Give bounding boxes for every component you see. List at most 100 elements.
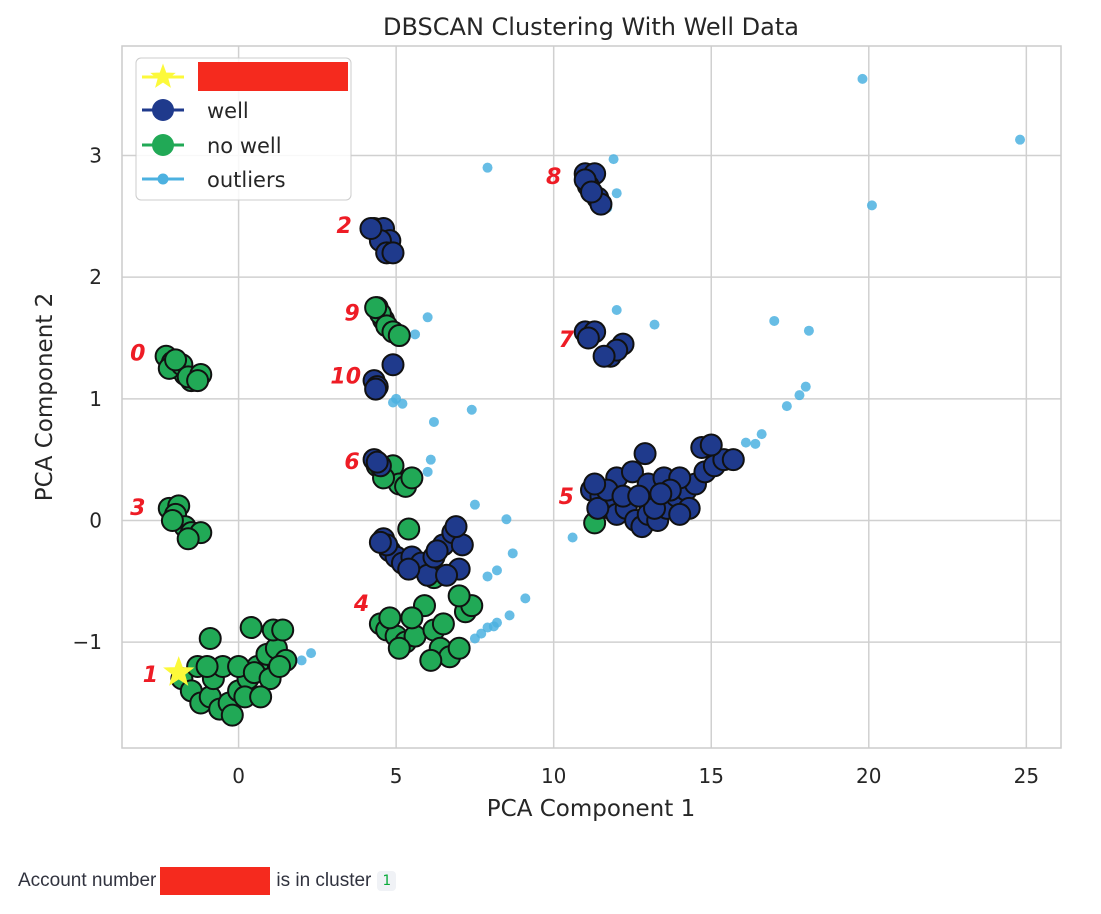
outlier-point [466,404,477,415]
x-tick-label: 5 [390,764,403,788]
cluster-label: 0 [130,342,145,367]
x-axis-label: PCA Component 1 [487,796,695,822]
cluster-label: 7 [559,328,575,353]
x-tick-label: 10 [541,764,566,788]
legend-star-icon [150,63,176,88]
legend-well-label: well [207,99,249,123]
x-tick-label: 0 [232,764,245,788]
well-point [580,180,603,204]
well-point [381,353,405,377]
cluster-series [154,162,745,727]
outlier-point [611,305,622,316]
no-well-point [400,466,424,490]
cluster-label: 3 [130,496,145,521]
no-well-point [186,369,210,393]
legend-no-well-label: no well [207,134,282,158]
well-point [721,448,745,472]
y-axis-label: PCA Component 2 [32,293,58,501]
well-point [649,482,673,506]
outlier-point [800,381,811,392]
no-well-point [195,654,219,678]
legend-no-well-marker [152,134,174,156]
legend-box [135,57,352,201]
well-point [425,539,449,563]
no-well-point [160,508,184,532]
outlier-point [866,200,877,211]
cluster-label: 10 [330,365,361,390]
outlier-point [469,633,480,644]
well-point [364,377,388,401]
no-well-point [387,636,411,660]
outlier-point [422,466,433,477]
y-tick-label: 3 [89,143,102,167]
no-well-point [447,584,471,608]
outlier-point [769,315,780,326]
outlier-point [296,655,307,666]
no-well-point [198,627,222,651]
caption-prefix: Account number [18,870,157,891]
outlier-point [608,154,619,165]
outlier-point [649,319,660,330]
outlier-point [428,416,439,427]
outlier-point [491,565,502,576]
well-point [620,460,644,484]
outlier-point [504,610,515,621]
no-well-point [400,606,424,630]
no-well-point [268,654,292,678]
legend-redaction [198,62,348,91]
well-point [586,496,610,520]
outlier-point [410,329,421,340]
outlier-point [781,401,792,412]
x-tick-label: 25 [1014,764,1039,788]
outlier-point [567,532,578,543]
outlier-point [740,437,751,448]
well-point [365,450,389,474]
outlier-point [857,73,868,84]
cluster-label: 2 [336,214,351,239]
no-well-point [220,703,244,727]
no-well-point [387,324,411,348]
well-point [627,484,651,508]
no-well-point [249,685,273,709]
cluster-label: 8 [546,165,561,190]
legend-well-marker [152,99,174,121]
well-point [435,563,459,587]
outlier-point [425,454,436,465]
well-point [397,557,421,581]
well-point [633,442,657,466]
highlight-star-point [163,656,195,686]
no-well-point [397,517,421,541]
no-well-point [431,612,455,636]
outlier-point [397,398,408,409]
legend: well no well outliers [135,57,352,201]
y-tick-label: 1 [89,387,102,411]
cluster-label: 9 [344,301,359,326]
outlier-point [1015,134,1026,145]
outlier-point [750,438,761,449]
dbscan-chart: DBSCAN Clustering With Well Data 0 1 2 3 4 5 6… [32,13,1062,822]
well-point [699,433,723,457]
plot-frame [121,45,1062,749]
no-well-point [271,618,295,642]
cluster-label: 6 [344,450,359,475]
outlier-point [611,188,622,199]
chart-title: DBSCAN Clustering With Well Data [383,13,799,41]
legend-outliers-label: outliers [207,168,286,192]
no-well-point [164,348,188,372]
no-well-point [378,606,402,630]
outlier-point [756,429,767,440]
cluster-number-badge: 1 [377,871,396,891]
no-well-point [364,296,388,320]
outlier-point [387,397,398,408]
outlier-point [520,593,531,604]
well-point [368,530,392,554]
account-number-redaction [160,867,271,895]
x-tick-label: 20 [856,764,881,788]
y-tick-label: −1 [73,630,102,654]
y-tick-label: 2 [89,265,102,289]
outlier-point [507,548,518,559]
cluster-label: 5 [559,485,574,510]
no-well-point [176,527,200,551]
outlier-point [306,648,317,659]
